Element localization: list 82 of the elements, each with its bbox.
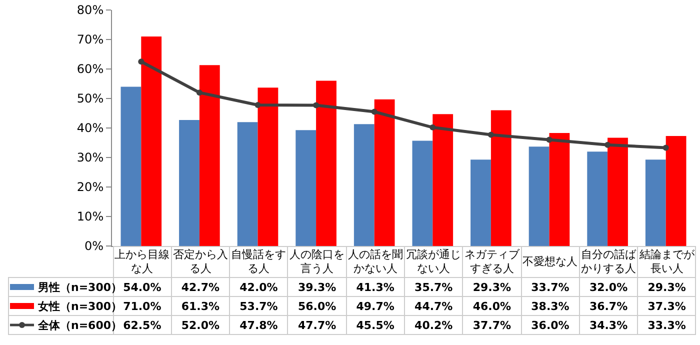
legend-label: 女性（n=300） <box>38 300 122 312</box>
data-label: 62.5% <box>123 318 162 332</box>
bar <box>258 88 278 246</box>
data-label: 42.7% <box>171 278 230 296</box>
data-label: 56.0% <box>288 296 346 316</box>
point <box>196 90 202 96</box>
y-tick-label: 50% <box>76 92 104 106</box>
data-label: 52.0% <box>171 316 230 334</box>
data-label: 61.3% <box>171 296 230 316</box>
data-label: 45.5% <box>346 316 404 334</box>
x-tick-label: 否定から入る人 <box>171 246 230 278</box>
x-tick-label: 人の話を聞かない人 <box>346 246 404 278</box>
bar <box>608 138 628 246</box>
data-label: 33.3% <box>638 316 696 334</box>
bar <box>490 110 512 246</box>
x-tick-label: 不愛想な人 <box>521 246 580 278</box>
bar <box>412 140 433 246</box>
data-label: 33.7% <box>521 278 580 296</box>
data-label: 37.3% <box>638 296 696 316</box>
x-tick-label: 自慢話をする人 <box>230 246 288 278</box>
x-tick-label: 上から目線な人 <box>113 246 172 278</box>
point <box>371 108 378 115</box>
data-label: 29.3% <box>462 278 522 296</box>
bar <box>237 122 258 246</box>
data-label: 32.0% <box>579 278 638 296</box>
data-label: 35.7% <box>404 278 463 296</box>
bar <box>354 124 374 246</box>
data-label: 53.7% <box>230 296 288 316</box>
bar <box>374 99 395 246</box>
point <box>313 102 320 108</box>
x-tick-label: 自分の話ばかりする人 <box>579 246 638 278</box>
bar <box>179 120 200 246</box>
data-label: 47.7% <box>288 316 346 334</box>
data-label: 46.0% <box>462 296 522 316</box>
x-tick-label: ネガティブすぎる人 <box>462 246 522 278</box>
data-label: 38.3% <box>521 296 580 316</box>
data-label: 40.2% <box>404 316 463 334</box>
point <box>430 124 436 130</box>
x-tick-label: 人の陰口を言う人 <box>288 246 346 278</box>
bar <box>296 130 316 246</box>
point <box>604 142 611 148</box>
y-tick-label: 40% <box>76 121 104 136</box>
point <box>138 58 144 65</box>
bar <box>141 36 162 246</box>
data-label: 34.3% <box>579 316 638 334</box>
bar <box>528 146 550 246</box>
bar <box>199 65 220 246</box>
bar <box>587 152 608 246</box>
legend-label: 男性（n=300） <box>38 280 122 294</box>
bar <box>316 80 336 246</box>
data-label: 47.8% <box>230 316 288 334</box>
point <box>546 136 552 143</box>
data-label: 29.3% <box>638 278 696 296</box>
y-tick-label: 80% <box>76 3 104 18</box>
bar <box>666 136 686 246</box>
bar <box>645 160 666 246</box>
data-label: 41.3% <box>346 278 404 296</box>
y-tick-label: 70% <box>76 32 104 47</box>
x-tick-label: 結論までが長い人 <box>638 246 696 278</box>
y-tick-label: 60% <box>76 62 104 76</box>
y-tick-label: 20% <box>76 180 104 194</box>
data-label: 36.0% <box>521 316 580 334</box>
point <box>488 132 494 138</box>
data-label: 44.7% <box>404 296 463 316</box>
data-label: 39.3% <box>288 278 346 296</box>
data-label: 36.7% <box>579 296 638 316</box>
point <box>662 144 669 151</box>
data-label: 42.0% <box>230 278 288 296</box>
y-tick-label: 10% <box>76 210 104 224</box>
legend-label: 全体（n=600） <box>38 318 122 332</box>
y-tick-label: 30% <box>76 150 104 165</box>
data-label: 54.0% <box>123 280 162 294</box>
bar <box>120 86 142 246</box>
bar <box>549 133 570 246</box>
data-label: 49.7% <box>346 296 404 316</box>
point <box>254 102 261 108</box>
y-tick-label: 0% <box>84 239 104 254</box>
x-tick-label: 冗談が通じない人 <box>404 246 463 278</box>
data-label: 37.7% <box>462 316 522 334</box>
data-label: 71.0% <box>123 300 162 312</box>
bar <box>470 160 491 246</box>
bar <box>432 114 454 246</box>
